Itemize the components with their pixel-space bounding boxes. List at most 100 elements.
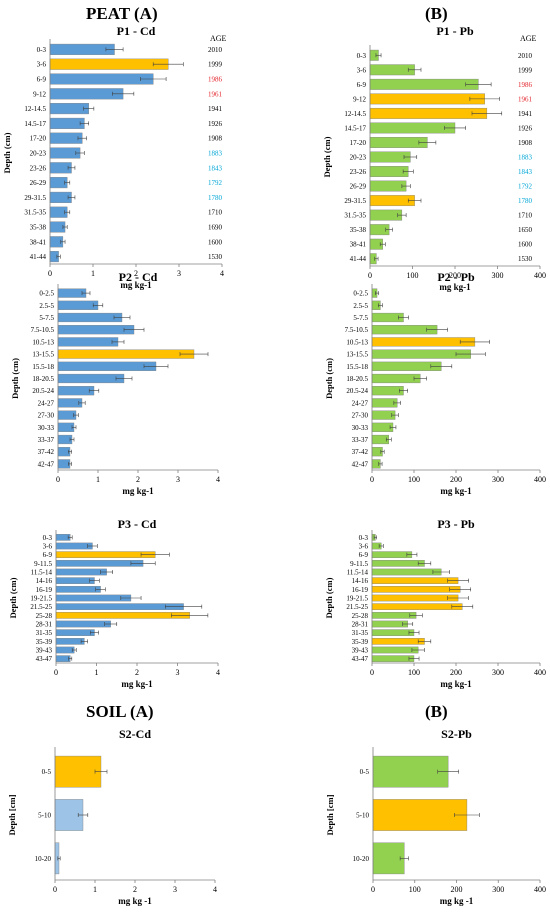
p1cd-x-tick-label: 4 bbox=[220, 269, 224, 278]
p2cd-bar bbox=[57, 422, 75, 432]
p3pb-bar bbox=[371, 577, 459, 584]
p2pb-x-tick-label: 200 bbox=[450, 475, 462, 484]
p1pb-category-label: 31.5-35 bbox=[344, 212, 366, 220]
p2pb-category-label: 0-2.5 bbox=[353, 290, 368, 298]
p3cd-category-label: 6-9 bbox=[43, 551, 53, 559]
p2pb-category-label: 37-42 bbox=[352, 448, 369, 456]
p3cd-x-tick-label: 1 bbox=[95, 668, 99, 677]
s2pb-x-tick-label: 0 bbox=[371, 885, 375, 894]
p1pb-category-label: 9-12 bbox=[353, 95, 366, 103]
s2cd-x-tick-label: 2 bbox=[133, 885, 137, 894]
p3cd-category-label: 43-47 bbox=[36, 655, 53, 663]
p2cd-x-tick-label: 0 bbox=[56, 475, 60, 484]
p2pb-category-label: 7.5-10.5 bbox=[345, 326, 369, 334]
p2pb-category-label: 20.5-24 bbox=[346, 387, 368, 395]
p2cd-bar bbox=[57, 373, 125, 384]
p1cd-age-label: 1780 bbox=[208, 194, 223, 202]
s2pb-x-tick-label: 200 bbox=[451, 885, 463, 894]
p3pb-x-tick-label: 200 bbox=[450, 668, 462, 677]
p3pb-title: P3 - Pb bbox=[437, 517, 475, 531]
p2cd-category-label: 7.5-10.5 bbox=[31, 326, 55, 334]
p1pb-category-label: 38-41 bbox=[350, 241, 367, 249]
p3cd-bar bbox=[55, 577, 95, 584]
p1cd-x-tick-label: 3 bbox=[177, 269, 181, 278]
p3pb-bar bbox=[371, 603, 463, 610]
p3cd-y-axis-label: Depth (cm) bbox=[8, 577, 18, 618]
s2cd-category-label: 0-5 bbox=[42, 768, 52, 776]
p1cd-age-label: 1986 bbox=[208, 76, 223, 84]
p3pb-category-label: 3-6 bbox=[359, 543, 369, 551]
p2cd-bar bbox=[57, 386, 95, 396]
s2cd-title: S2-Cd bbox=[119, 727, 151, 741]
s2cd-x-tick-label: 1 bbox=[93, 885, 97, 894]
p1pb-age-label: 1961 bbox=[518, 95, 533, 103]
s2pb-title: S2-Pb bbox=[441, 727, 472, 741]
p1cd-age-label: 1690 bbox=[208, 224, 223, 232]
p1cd-category-label: 41-44 bbox=[30, 253, 47, 261]
p3pb-category-label: 31-35 bbox=[352, 629, 369, 637]
p2cd-x-axis-label: mg kg-1 bbox=[122, 486, 154, 496]
p1pb-age-header: AGE bbox=[520, 34, 537, 43]
p2pb-x-tick-label: 300 bbox=[492, 475, 504, 484]
p2cd-category-label: 2.5-5 bbox=[39, 302, 54, 310]
p3cd-title: P3 - Cd bbox=[118, 517, 157, 531]
p2pb-bar bbox=[371, 386, 404, 396]
p1cd-category-label: 17-20 bbox=[30, 135, 47, 143]
p1pb-category-label: 35-38 bbox=[350, 226, 367, 234]
p2cd-category-label: 37-42 bbox=[38, 448, 55, 456]
p1cd-age-label: 1941 bbox=[208, 105, 223, 113]
p3pb-category-label: 19-21.5 bbox=[346, 595, 368, 603]
p2cd-category-label: 33-37 bbox=[38, 436, 55, 444]
p1pb-x-tick-label: 0 bbox=[368, 271, 372, 280]
p3pb-category-label: 11.5-14 bbox=[347, 569, 369, 577]
p2cd-category-label: 42-47 bbox=[38, 460, 55, 468]
s2pb-bar bbox=[372, 799, 468, 831]
p2cd-category-label: 24-27 bbox=[38, 399, 55, 407]
p1cd-bar bbox=[49, 58, 169, 70]
p1pb-category-label: 0-3 bbox=[357, 52, 367, 60]
p2cd-y-axis-label: Depth (cm) bbox=[10, 358, 20, 399]
s2pb-category-label: 0-5 bbox=[360, 768, 370, 776]
p2pb-category-label: 5-7.5 bbox=[353, 314, 368, 322]
p1cd-x-tick-label: 0 bbox=[48, 269, 52, 278]
p1pb-bar bbox=[369, 64, 415, 76]
p1pb-title: P1 - Pb bbox=[436, 24, 474, 38]
p1pb-y-axis-label: Depth (cm) bbox=[322, 136, 332, 177]
p1cd-category-label: 6-9 bbox=[37, 76, 47, 84]
p3pb-x-axis-label: mg kg-1 bbox=[440, 679, 472, 689]
p1cd-y-axis-label: Depth (cm) bbox=[2, 132, 12, 173]
s2pb-x-tick-label: 400 bbox=[534, 885, 546, 894]
p1cd-category-label: 3-6 bbox=[37, 61, 47, 69]
p3cd-bar bbox=[55, 638, 85, 645]
p3cd-bar bbox=[55, 586, 101, 593]
p1pb-category-label: 23-26 bbox=[350, 168, 367, 176]
p1pb-bar bbox=[369, 93, 485, 105]
p3cd-x-tick-label: 3 bbox=[176, 668, 180, 677]
p1cd-age-label: 1600 bbox=[208, 238, 223, 246]
p3cd-category-label: 14-16 bbox=[36, 577, 53, 585]
p3pb-category-label: 6-9 bbox=[359, 551, 369, 559]
p1cd-age-label: 1530 bbox=[208, 253, 223, 261]
p1pb-category-label: 41-44 bbox=[350, 255, 367, 263]
p1pb-x-tick-label: 200 bbox=[449, 271, 461, 280]
p3cd-bar bbox=[55, 560, 144, 567]
p2cd-bar bbox=[57, 300, 99, 310]
p3cd-bar bbox=[55, 646, 75, 654]
p3cd-category-label: 11.5-14 bbox=[31, 569, 53, 577]
p1pb-age-label: 1710 bbox=[518, 212, 533, 220]
p1pb-age-label: 1600 bbox=[518, 241, 533, 249]
p3pb-x-tick-label: 100 bbox=[408, 668, 420, 677]
p1cd-title: P1 - Cd bbox=[117, 24, 156, 38]
s2pb-category-label: 5-10 bbox=[356, 812, 369, 820]
p3cd-bar bbox=[55, 568, 107, 576]
p1cd-bar bbox=[49, 117, 85, 129]
p1pb-bar bbox=[369, 78, 479, 90]
p2cd-x-tick-label: 2 bbox=[136, 475, 140, 484]
p3cd-bar bbox=[55, 551, 156, 558]
p2cd-x-tick-label: 1 bbox=[96, 475, 100, 484]
p1pb-bar bbox=[369, 107, 488, 119]
p1pb-category-label: 14.5-17 bbox=[344, 124, 366, 132]
p3pb-bar bbox=[371, 620, 408, 628]
p2pb-category-label: 42-47 bbox=[352, 460, 369, 468]
